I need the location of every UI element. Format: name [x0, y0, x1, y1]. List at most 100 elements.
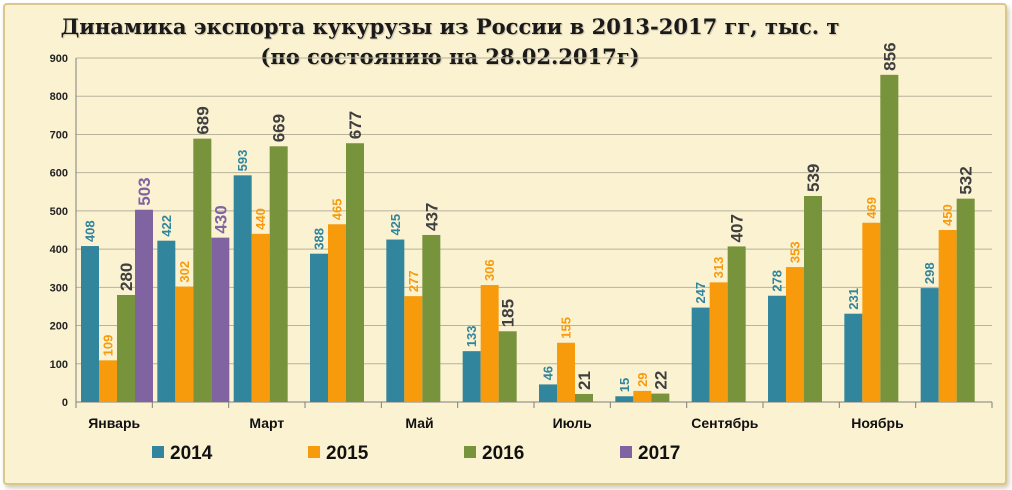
data-label: 155: [559, 317, 574, 339]
data-label: 407: [728, 214, 747, 242]
x-category-label: Сентябрь: [691, 415, 759, 431]
bar-2014: [233, 175, 252, 402]
bar-2016: [651, 393, 670, 402]
bar-2016: [269, 146, 288, 402]
data-label: 465: [330, 199, 345, 221]
data-label: 247: [693, 282, 708, 304]
bar-2014: [844, 313, 863, 402]
bar-2016: [422, 234, 441, 402]
data-label: 856: [880, 42, 899, 70]
bar-2016: [498, 331, 517, 402]
bar-2015: [633, 390, 652, 402]
bar-2014: [310, 253, 328, 402]
data-label: 313: [711, 257, 726, 279]
bar-2016: [880, 74, 899, 402]
data-label: 539: [804, 164, 823, 192]
x-category-label: Июль: [553, 415, 593, 431]
data-label: 109: [101, 335, 116, 357]
y-tick-label: 400: [50, 244, 68, 256]
bar-2015: [251, 233, 270, 402]
bar-2014: [920, 288, 939, 402]
bar-2016: [346, 143, 364, 403]
data-label: 669: [270, 114, 289, 142]
data-label: 133: [464, 325, 479, 347]
y-tick-label: 100: [50, 359, 68, 371]
legend-swatch-2015: [308, 446, 320, 458]
data-label: 437: [422, 203, 441, 231]
y-tick-label: 800: [50, 91, 68, 103]
bar-2014: [386, 239, 405, 402]
data-label: 469: [864, 197, 879, 219]
data-label: 185: [499, 299, 518, 327]
bar-2015: [480, 285, 499, 402]
data-label: 22: [651, 371, 670, 390]
y-tick-label: 300: [50, 282, 68, 294]
data-label: 29: [635, 372, 650, 386]
bar-2014: [768, 295, 786, 402]
bar-2014: [615, 396, 634, 402]
bar-2016: [956, 198, 975, 402]
bar-2015: [786, 267, 804, 402]
bar-2014: [691, 307, 710, 402]
data-label: 306: [482, 259, 497, 281]
y-tick-label: 0: [62, 397, 68, 409]
data-label: 593: [235, 150, 250, 172]
x-category-label: Май: [405, 415, 433, 431]
legend-label: 2015: [326, 443, 369, 464]
bar-2016: [117, 294, 135, 402]
x-category-label: Ноябрь: [851, 415, 904, 431]
bar-2016: [193, 138, 212, 402]
data-label: 46: [541, 366, 556, 380]
bar-2014: [81, 246, 99, 402]
data-label: 408: [83, 220, 98, 242]
data-label: 689: [193, 106, 212, 134]
data-label: 298: [922, 262, 937, 284]
bar-2017: [211, 237, 230, 402]
data-label: 425: [388, 214, 403, 236]
x-category-label: Январь: [88, 415, 140, 431]
legend-label: 2017: [638, 443, 680, 464]
bar-2015: [328, 224, 346, 402]
data-label: 353: [788, 241, 803, 263]
y-tick-label: 900: [50, 53, 68, 65]
chart-subtitle: (по состоянию на 28.02.2017г): [260, 44, 640, 69]
data-label: 450: [940, 204, 955, 226]
data-label: 21: [575, 371, 594, 390]
bar-2014: [539, 384, 557, 402]
data-label: 231: [846, 288, 861, 310]
data-label: 277: [406, 270, 421, 292]
bar-2015: [404, 296, 423, 402]
data-label: 430: [211, 205, 230, 233]
y-tick-label: 700: [50, 129, 68, 141]
data-label: 302: [177, 261, 192, 283]
bar-2015: [938, 230, 957, 402]
bar-2015: [99, 360, 117, 402]
legend-swatch-2016: [464, 446, 476, 458]
chart-title: Динамика экспорта кукурузы из России в 2…: [60, 14, 840, 39]
data-label: 532: [957, 166, 976, 194]
bar-2016: [727, 246, 746, 402]
legend-label: 2014: [170, 443, 213, 464]
bar-2015: [557, 342, 575, 402]
data-label: 422: [159, 215, 174, 237]
data-label: 503: [135, 177, 154, 205]
y-tick-label: 600: [50, 168, 68, 180]
data-label: 677: [346, 111, 365, 139]
legend-swatch-2014: [152, 446, 164, 458]
data-label: 15: [617, 378, 632, 392]
bar-2015: [175, 286, 194, 402]
data-label: 440: [253, 208, 268, 230]
bar-2017: [135, 209, 153, 402]
x-category-label: Март: [249, 415, 284, 431]
data-label: 278: [770, 270, 785, 292]
legend-label: 2016: [482, 443, 524, 464]
y-tick-label: 500: [50, 206, 68, 218]
bar-2016: [575, 393, 593, 402]
bar-2014: [157, 240, 176, 402]
legend-swatch-2017: [620, 446, 632, 458]
bar-2015: [709, 282, 728, 402]
data-label: 388: [312, 228, 327, 250]
data-label: 280: [117, 263, 136, 291]
bar-2015: [862, 222, 881, 402]
